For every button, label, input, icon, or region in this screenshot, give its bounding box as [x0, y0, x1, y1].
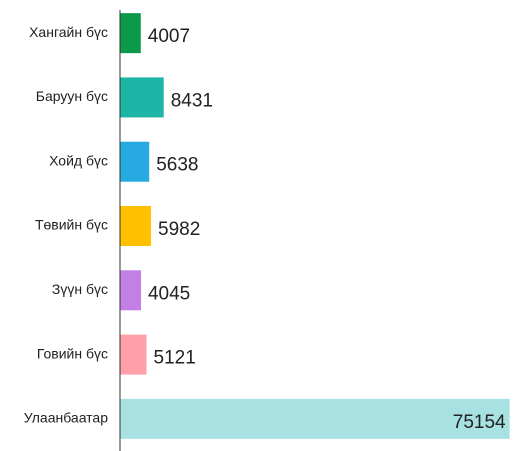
value-label: 4007 [148, 26, 190, 47]
category-label: Хангайн бүс [29, 24, 108, 40]
bar [120, 13, 141, 54]
value-label: 5638 [156, 155, 198, 176]
value-label: 5121 [154, 348, 196, 369]
bar [120, 206, 152, 246]
value-label: 4045 [148, 283, 190, 304]
bar [120, 270, 141, 311]
category-label: Говийн бүс [37, 345, 108, 361]
category-label: Хойд бүс [49, 152, 108, 168]
value-label: 5982 [158, 219, 200, 240]
bar [120, 141, 150, 182]
category-label: Улаанбаатар [24, 410, 108, 426]
bar [120, 398, 510, 439]
category-label: Зүүн бүс [52, 281, 108, 297]
category-label: Төвийн бүс [35, 217, 108, 233]
bar [120, 334, 147, 375]
value-label: 8431 [171, 90, 213, 111]
category-label: Баруун бүс [36, 88, 108, 104]
value-label: 75154 [453, 412, 506, 433]
bar [120, 77, 164, 118]
